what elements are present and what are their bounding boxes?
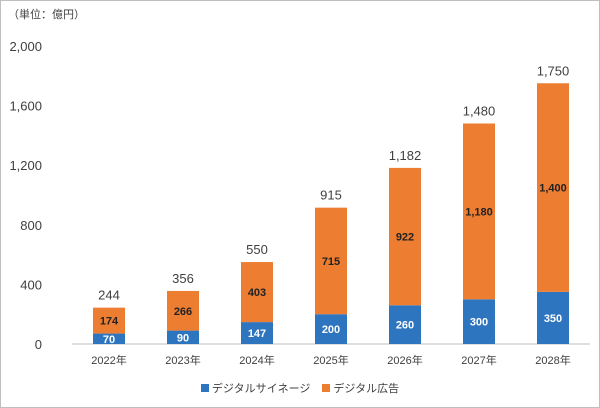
legend-swatch-ads	[322, 384, 331, 392]
bar-total-label: 550	[246, 242, 268, 257]
y-tick-label: 800	[20, 218, 42, 233]
bar-segment-ads	[537, 83, 569, 292]
unit-note: （単位：億円）	[8, 8, 85, 21]
bar-segment-signage	[315, 314, 347, 344]
bar-total-label: 1,182	[389, 148, 422, 163]
bar-segment-ads	[167, 290, 199, 331]
bar-value-label: 1,400	[539, 183, 567, 195]
x-tick-label: 2023年	[165, 353, 200, 367]
bar-segment-ads	[463, 123, 495, 300]
legend: デジタルサイネージ デジタル広告	[0, 380, 600, 396]
y-tick-label: 0	[35, 337, 42, 352]
y-tick-label: 400	[20, 277, 42, 292]
bar-segment-ads	[389, 167, 421, 306]
legend-item-signage: デジタルサイネージ	[200, 380, 311, 396]
bar-value-label: 200	[322, 324, 340, 336]
bar-total-label: 915	[320, 188, 342, 203]
bar-value-label: 174	[100, 316, 119, 328]
bar-total-label: 1,750	[537, 63, 570, 78]
x-tick-label: 2025年	[313, 353, 348, 367]
bar-value-label: 922	[396, 232, 414, 244]
bar-segment-signage	[537, 291, 569, 344]
legend-label-ads: デジタル広告	[333, 382, 400, 395]
bar-total-label: 1,480	[463, 103, 496, 118]
bar-segment-signage	[93, 333, 125, 344]
x-tick-label: 2022年	[91, 353, 126, 367]
bar-value-label: 715	[322, 256, 340, 268]
bar-value-label: 1,180	[465, 206, 493, 218]
y-tick-label: 2,000	[9, 39, 42, 54]
bar-value-label: 90	[177, 332, 189, 344]
y-tick-label: 1,600	[9, 99, 42, 114]
bar-total-label: 244	[98, 288, 120, 303]
bar-value-label: 260	[396, 320, 414, 332]
bar-value-label: 147	[248, 328, 266, 340]
bar-value-label: 70	[103, 334, 115, 346]
bar-segment-ads	[315, 207, 347, 315]
x-tick-label: 2024年	[239, 353, 274, 367]
bar-value-label: 300	[470, 317, 488, 329]
x-tick-label: 2026年	[387, 353, 422, 367]
y-tick-label: 1,200	[9, 158, 42, 173]
stacked-bar-chart: 0 400 800 1,200 1,600 2,000 70 174 244 2022年 90 266…	[9, 39, 590, 367]
bar-segment-signage	[167, 330, 199, 344]
bar-total-label: 356	[172, 271, 194, 286]
bar-segment-signage	[241, 322, 273, 344]
bar-segment-signage	[463, 299, 495, 344]
legend-item-ads: デジタル広告	[322, 380, 399, 396]
x-tick-label: 2027年	[461, 353, 496, 367]
bar-value-label: 266	[174, 306, 192, 318]
bar-value-label: 403	[248, 287, 266, 299]
bar-value-label: 350	[544, 313, 562, 325]
x-tick-label: 2028年	[535, 353, 570, 367]
legend-label-signage: デジタルサイネージ	[211, 382, 311, 395]
bar-segment-ads	[241, 262, 273, 323]
legend-swatch-signage	[200, 384, 209, 392]
bar-segment-ads	[93, 307, 125, 334]
bar-segment-signage	[389, 305, 421, 344]
